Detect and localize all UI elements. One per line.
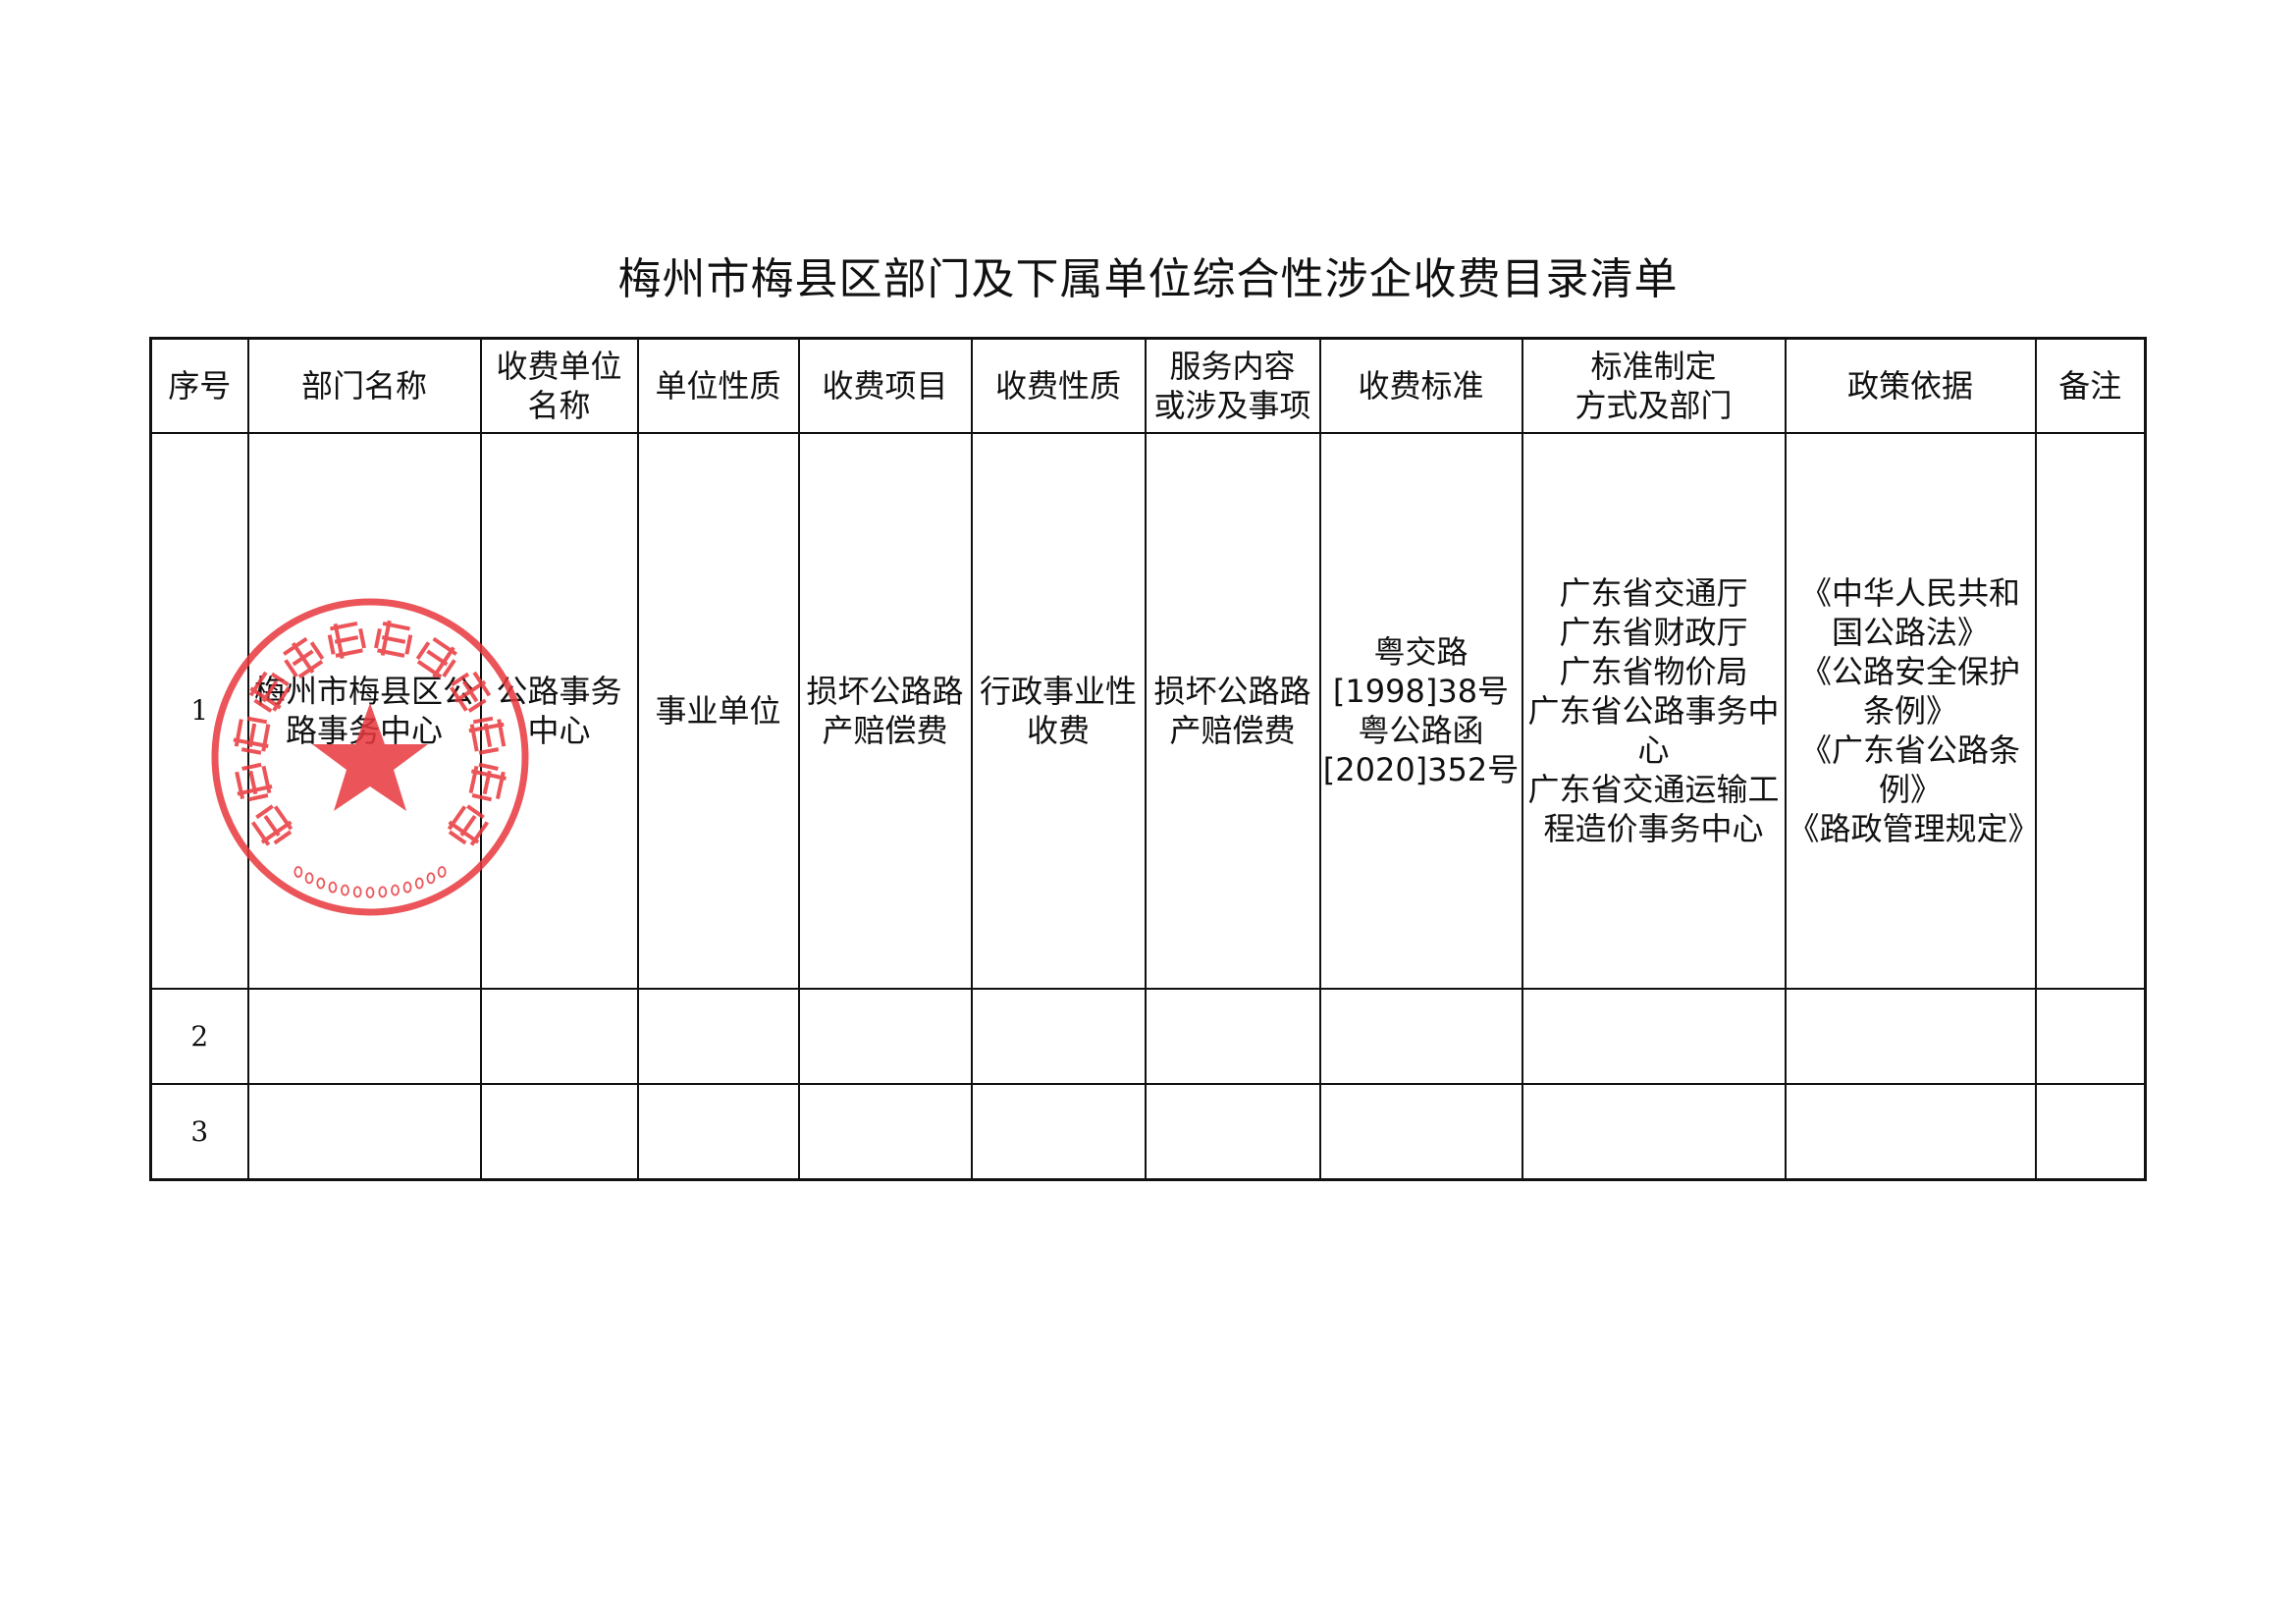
- col-header-service: 服务内容 或涉及事项: [1144, 337, 1321, 434]
- cell-fee-nature: [970, 1083, 1147, 1181]
- col-header-seq: 序号: [149, 337, 249, 434]
- col-header-fee-nature: 收费性质: [970, 337, 1147, 434]
- cell-maker: 广东省交通厅 广东省财政厅 广东省物价局 广东省公路事务中心 广东省交通运输工程…: [1521, 432, 1787, 990]
- cell-unit: [479, 1083, 639, 1181]
- cell-fee-nature: [970, 988, 1147, 1085]
- cell-nature: [636, 1083, 800, 1181]
- cell-maker: [1521, 1083, 1787, 1181]
- cell-dept: [246, 1083, 482, 1181]
- table-row: 3: [149, 1083, 2147, 1181]
- fee-catalog-table: 序号 部门名称 收费单位 名称 单位性质 收费项目 收费性质 服务内容 或涉及事…: [149, 337, 2147, 1181]
- cell-policy: [1784, 988, 2037, 1085]
- col-header-maker: 标准制定 方式及部门: [1521, 337, 1787, 434]
- cell-item: [797, 1083, 973, 1181]
- cell-policy: 《中华人民共和国公路法》 《公路安全保护条例》 《广东省公路条例》 《路政管理规…: [1784, 432, 2040, 990]
- cell-item: [797, 988, 973, 1085]
- cell-remark: [2034, 988, 2147, 1085]
- cell-service: [1144, 1083, 1321, 1181]
- document-title: 梅州市梅县区部门及下属单位综合性涉企收费目录清单: [617, 254, 1679, 304]
- cell-service: 损坏公路路产赔偿费: [1144, 432, 1321, 990]
- cell-remark: [2034, 432, 2147, 990]
- cell-seq: 3: [149, 1083, 249, 1181]
- col-header-standard: 收费标准: [1318, 337, 1523, 434]
- cell-service: [1144, 988, 1321, 1085]
- cell-nature: 事业单位: [636, 432, 800, 990]
- cell-policy: [1784, 1083, 2037, 1181]
- cell-maker: [1521, 988, 1787, 1085]
- col-header-policy: 政策依据: [1784, 337, 2037, 434]
- col-header-remark: 备注: [2034, 337, 2147, 434]
- cell-remark: [2034, 1083, 2147, 1181]
- cell-unit: 公路事务中心: [479, 432, 639, 990]
- cell-standard: [1318, 1083, 1523, 1181]
- table-row: 1 梅州市梅县区公路事务中心 公路事务中心 事业单位 损坏公路路产赔偿费 行政事…: [149, 432, 2147, 990]
- col-header-dept: 部门名称: [246, 337, 482, 434]
- cell-dept: [246, 988, 482, 1085]
- cell-standard: 粤交路 [1998]38号 粤公路函 [2020]352号: [1318, 432, 1523, 990]
- cell-standard: [1318, 988, 1523, 1085]
- table-row: 2: [149, 988, 2147, 1085]
- col-header-unit: 收费单位 名称: [479, 337, 639, 434]
- col-header-item: 收费项目: [797, 337, 973, 434]
- header-row: 序号 部门名称 收费单位 名称 单位性质 收费项目 收费性质 服务内容 或涉及事…: [149, 337, 2147, 434]
- cell-nature: [636, 988, 800, 1085]
- cell-dept: 梅州市梅县区公路事务中心: [246, 432, 482, 990]
- cell-fee-nature: 行政事业性收费: [970, 432, 1147, 990]
- cell-seq: 2: [149, 988, 249, 1085]
- cell-item: 损坏公路路产赔偿费: [797, 432, 973, 990]
- cell-unit: [479, 988, 639, 1085]
- cell-seq: 1: [149, 432, 249, 990]
- col-header-nature: 单位性质: [636, 337, 800, 434]
